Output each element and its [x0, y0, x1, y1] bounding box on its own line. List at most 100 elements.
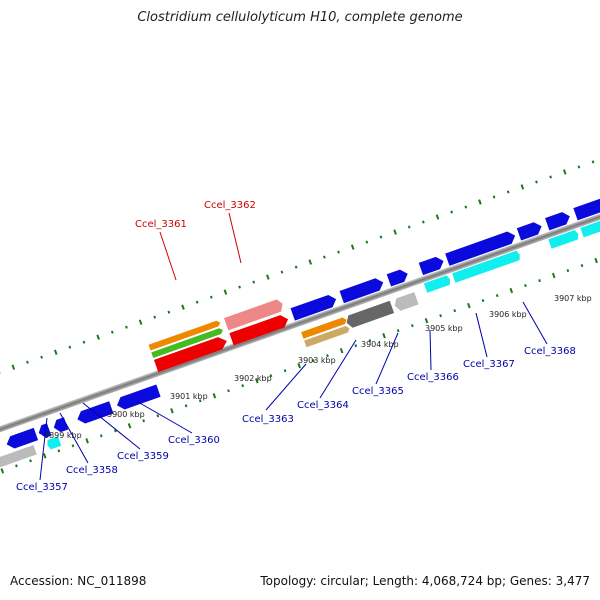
tick-mark: [594, 257, 598, 264]
tick-mark: [96, 334, 100, 340]
tick-label: 3899 kbp: [44, 431, 82, 440]
gene-ccel-3363: [290, 294, 337, 321]
tick-mark: [184, 404, 188, 408]
tick-mark: [40, 355, 43, 359]
rrna-tan-bar-rev: [304, 325, 350, 348]
tick-mark: [42, 453, 47, 459]
tick-mark: [495, 294, 499, 298]
tick-mark: [11, 364, 16, 370]
gene-3370: [573, 196, 600, 221]
tick-mark: [354, 344, 358, 348]
tick-mark: [209, 295, 213, 299]
tick-label: 3904 kbp: [361, 340, 399, 349]
gene-label: Ccel_3364: [297, 400, 349, 411]
tick-labels: 3899 kbp 3900 kbp 3901 kbp 3902 kbp 3903 kbp…: [44, 294, 592, 440]
tick-mark: [156, 414, 160, 418]
tick-mark: [0, 370, 1, 374]
gene-ccel-3364: [339, 278, 384, 304]
rrna-orange-bar-rev: [301, 317, 347, 339]
tick-mark: [368, 339, 372, 343]
tick-mark: [350, 244, 355, 250]
tick-label: 3902 kbp: [234, 374, 272, 383]
accession-text: Accession: NC_011898: [10, 574, 147, 588]
tick-mark: [255, 378, 259, 384]
tick-mark: [326, 354, 329, 358]
rna-operon-lower: [301, 317, 350, 348]
tick-mark: [538, 279, 541, 283]
tick-mark: [410, 324, 414, 328]
rrna-red-bar-2: [229, 315, 289, 346]
tick-mark: [492, 195, 496, 199]
tick-label: 3900 kbp: [107, 410, 145, 419]
tick-mark: [142, 419, 146, 423]
tick-mark: [580, 264, 584, 268]
tick-mark: [57, 449, 61, 453]
genome-backbone: [0, 179, 600, 467]
tick-mark: [127, 423, 132, 429]
tick-mark: [535, 180, 538, 184]
tick-mark: [212, 393, 217, 399]
tick-mark: [29, 459, 32, 463]
gene-gray-rev-2: [0, 444, 37, 469]
tick-mark: [110, 330, 114, 334]
tick-label: 3903 kbp: [298, 356, 336, 365]
tick-mark: [181, 304, 185, 310]
tick-mark: [421, 220, 425, 224]
tick-mark: [269, 374, 273, 378]
leader-line: [265, 363, 307, 411]
leader-line: [39, 417, 48, 481]
tick-mark: [68, 345, 72, 349]
leader-line: [82, 402, 141, 450]
gene-cyan-1: [423, 275, 451, 293]
tick-mark: [82, 340, 86, 344]
tick-mark: [450, 210, 454, 214]
gene-cyan-4: [580, 213, 600, 238]
tick-label: 3906 kbp: [489, 310, 527, 319]
gene-cyan-rev: [47, 436, 62, 450]
tick-mark: [339, 348, 344, 354]
genome-summary-text: Topology: circular; Length: 4,068,724 bp…: [260, 574, 590, 588]
tick-mark: [297, 363, 301, 369]
tick-mark: [481, 299, 485, 303]
gene-label: Ccel_3367: [463, 359, 515, 370]
tick-label: 3905 kbp: [425, 324, 463, 333]
gene-cyan-3: [548, 229, 579, 249]
outer-tick-row: [0, 160, 595, 374]
tick-mark: [71, 444, 75, 448]
tick-mark: [549, 175, 553, 179]
tick-mark: [464, 205, 468, 209]
tick-mark: [238, 285, 241, 289]
leader-line: [429, 329, 432, 371]
gene-label: Ccel_3360: [168, 435, 220, 446]
tick-mark: [323, 255, 326, 259]
tick-mark: [467, 302, 471, 309]
tick-mark: [562, 169, 567, 175]
rrna-red-bar-1: [153, 337, 227, 373]
tick-mark: [198, 399, 202, 403]
leader-line: [522, 301, 548, 345]
gene-label: Ccel_3359: [117, 451, 169, 462]
tick-mark: [365, 240, 369, 244]
tick-mark: [478, 199, 482, 205]
gene-labels: Ccel_3357 Ccel_3358 Ccel_3359 Ccel_3360 Ccel…: [16, 200, 576, 493]
tick-mark: [453, 309, 457, 313]
tick-mark: [294, 265, 298, 269]
tick-mark: [435, 214, 440, 220]
leader-line: [319, 339, 357, 399]
tick-mark: [170, 408, 174, 414]
gene-ccel-3360: [77, 401, 114, 424]
tick-mark: [393, 229, 397, 235]
rrna-green-bar: [151, 328, 223, 358]
leader-line: [375, 332, 399, 385]
tick-mark: [26, 360, 29, 364]
gene-ccel-3358: [38, 423, 52, 438]
gene-label: Ccel_3362: [204, 200, 256, 211]
leader-line: [228, 212, 242, 264]
gene-ccel-3357: [6, 427, 39, 449]
map-title: Clostridium cellulolyticum H10, complete…: [137, 10, 463, 25]
tick-label: 3901 kbp: [170, 392, 208, 401]
gene-label: Ccel_3357: [16, 482, 68, 493]
tick-label: 3907 kbp: [554, 294, 592, 303]
tick-mark: [591, 160, 595, 164]
tick-mark: [509, 287, 514, 294]
